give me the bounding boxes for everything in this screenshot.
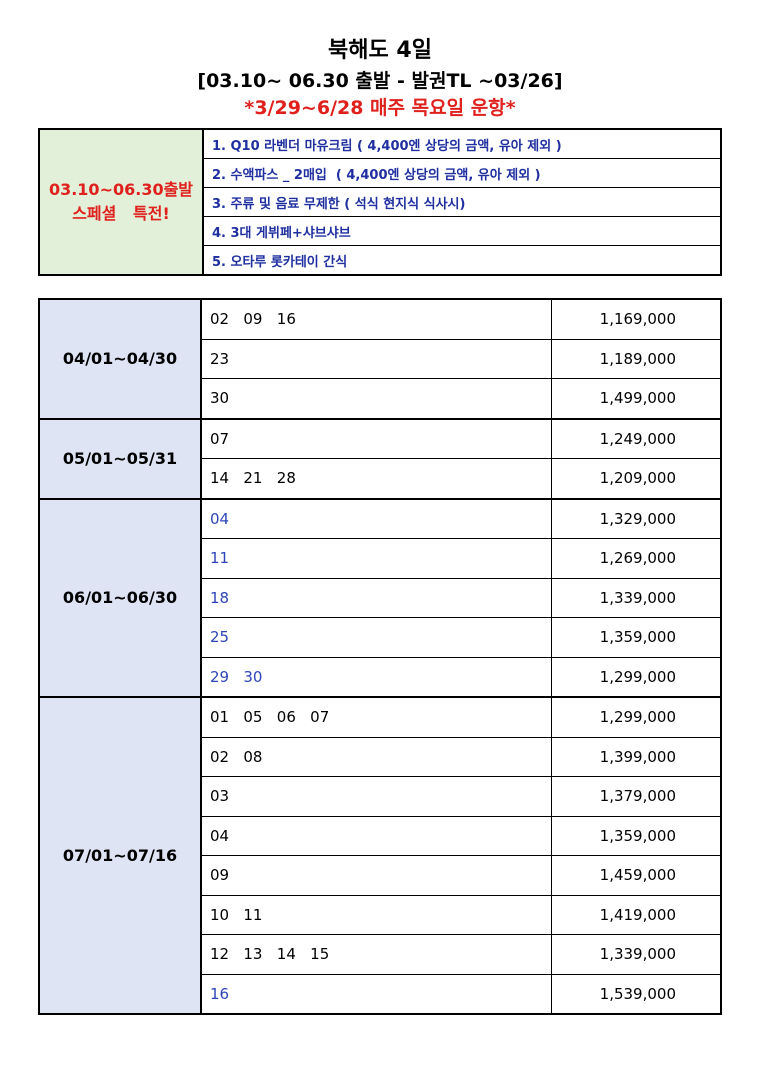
price-row: 07/01~07/16 01 05 06 07 1,299,000	[38, 696, 722, 1015]
price: 1,329,000	[550, 497, 722, 539]
price-row: 10 11 1,419,000	[39, 894, 722, 935]
dates: 07	[200, 417, 552, 459]
label-line: 스페셜 특전!	[72, 204, 170, 223]
price: 1,359,000	[550, 815, 722, 856]
special-row: 4. 3대 게뷔페+샤브샤브	[39, 216, 722, 246]
special-row: 03.10~06.30출발 스페셜 특전! 1. Q10 라벤더 마유크림 ( 4,…	[38, 128, 722, 276]
price-row: 18 1,339,000	[39, 577, 722, 618]
dates: 11	[200, 538, 552, 579]
price-row: 05/01~05/31 07 1,249,000	[38, 417, 722, 499]
price: 1,359,000	[550, 617, 722, 658]
price: 1,539,000	[550, 973, 722, 1015]
price-row: 06/01~06/30 04 1,329,000	[38, 497, 722, 698]
price: 1,459,000	[550, 855, 722, 896]
dates: 30	[200, 378, 552, 419]
special-row: 5. 오타루 롯카테이 간식	[39, 245, 722, 276]
title: 북해도 4일	[328, 38, 432, 63]
price-row: 11 1,269,000	[39, 538, 722, 579]
period: 07/01~07/16	[38, 696, 202, 1015]
price: 1,339,000	[550, 577, 722, 618]
price: 1,419,000	[550, 894, 722, 935]
dates: 03	[200, 776, 552, 817]
price-row: 23 1,189,000	[39, 338, 722, 379]
special-item: 2. 수액파스 _ 2매입 ( 4,400엔 상당의 금액, 유아 제외 )	[202, 158, 722, 188]
price-row: 04/01~04/30 02 09 16 1,169,000	[38, 298, 722, 419]
price: 1,209,000	[550, 458, 722, 499]
price-row: 03 1,379,000	[39, 776, 722, 817]
price-row: 29 30 1,299,000	[39, 656, 722, 698]
dates: 14 21 28	[200, 458, 552, 499]
dates: 18	[200, 577, 552, 618]
price: 1,299,000	[550, 696, 722, 738]
dates: 16	[200, 973, 552, 1015]
special-item: 4. 3대 게뷔페+샤브샤브	[202, 216, 722, 246]
dates: 02 09 16	[200, 298, 552, 340]
dates: 12 13 14 15	[200, 934, 552, 975]
price-row: 12 13 14 15 1,339,000	[39, 934, 722, 975]
price-row: 02 08 1,399,000	[39, 736, 722, 777]
price-row: 16 1,539,000	[39, 973, 722, 1015]
dates: 10 11	[200, 894, 552, 935]
period: 04/01~04/30	[38, 298, 202, 419]
special-item: 3. 주류 및 음료 무제한 ( 석식 현지식 식사시)	[202, 187, 722, 217]
subtitle: [03.10~ 06.30 출발 - 발권TL ~03/26]	[197, 70, 563, 92]
dates: 04	[200, 815, 552, 856]
dates: 29 30	[200, 656, 552, 698]
price-row: 04 1,359,000	[39, 815, 722, 856]
price: 1,249,000	[550, 417, 722, 459]
special-row: 3. 주류 및 음료 무제한 ( 석식 현지식 식사시)	[39, 187, 722, 217]
dates: 04	[200, 497, 552, 539]
dates: 23	[200, 338, 552, 379]
dates: 25	[200, 617, 552, 658]
special-table: 03.10~06.30출발 스페셜 특전! 1. Q10 라벤더 마유크림 ( 4,…	[38, 128, 722, 276]
dates: 02 08	[200, 736, 552, 777]
special-row: 2. 수액파스 _ 2매입 ( 4,400엔 상당의 금액, 유아 제외 )	[39, 158, 722, 188]
price-row: 14 21 28 1,209,000	[39, 458, 722, 499]
price: 1,189,000	[550, 338, 722, 379]
price: 1,499,000	[550, 378, 722, 419]
price: 1,399,000	[550, 736, 722, 777]
price: 1,379,000	[550, 776, 722, 817]
price-table: 04/01~04/30 02 09 16 1,169,000 23 1,189,000 3…	[38, 298, 722, 1015]
period: 06/01~06/30	[38, 497, 202, 698]
special-item: 5. 오타루 롯카테이 간식	[202, 245, 722, 276]
price: 1,299,000	[550, 656, 722, 698]
price: 1,169,000	[550, 298, 722, 340]
notice: *3/29~6/28 매주 목요일 운항*	[244, 97, 516, 119]
special-item: 1. Q10 라벤더 마유크림 ( 4,400엔 상당의 금액, 유아 제외 )	[202, 128, 722, 159]
period: 05/01~05/31	[38, 417, 202, 499]
dates: 09	[200, 855, 552, 896]
price-row: 25 1,359,000	[39, 617, 722, 658]
dates: 01 05 06 07	[200, 696, 552, 738]
price: 1,269,000	[550, 538, 722, 579]
price: 1,339,000	[550, 934, 722, 975]
label-line: 03.10~06.30출발	[48, 180, 194, 199]
price-row: 09 1,459,000	[39, 855, 722, 896]
